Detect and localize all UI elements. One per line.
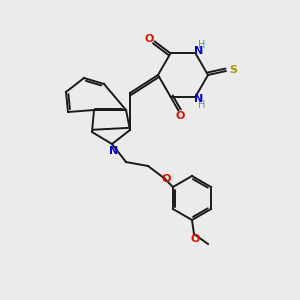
Text: S: S [229, 65, 237, 75]
Text: O: O [190, 234, 200, 244]
Text: N: N [194, 94, 203, 104]
Text: N: N [194, 46, 203, 56]
Text: H: H [198, 40, 205, 50]
Text: O: O [161, 174, 171, 184]
Text: O: O [145, 34, 154, 44]
Text: N: N [110, 146, 118, 156]
Text: O: O [176, 111, 185, 121]
Text: H: H [198, 100, 205, 110]
